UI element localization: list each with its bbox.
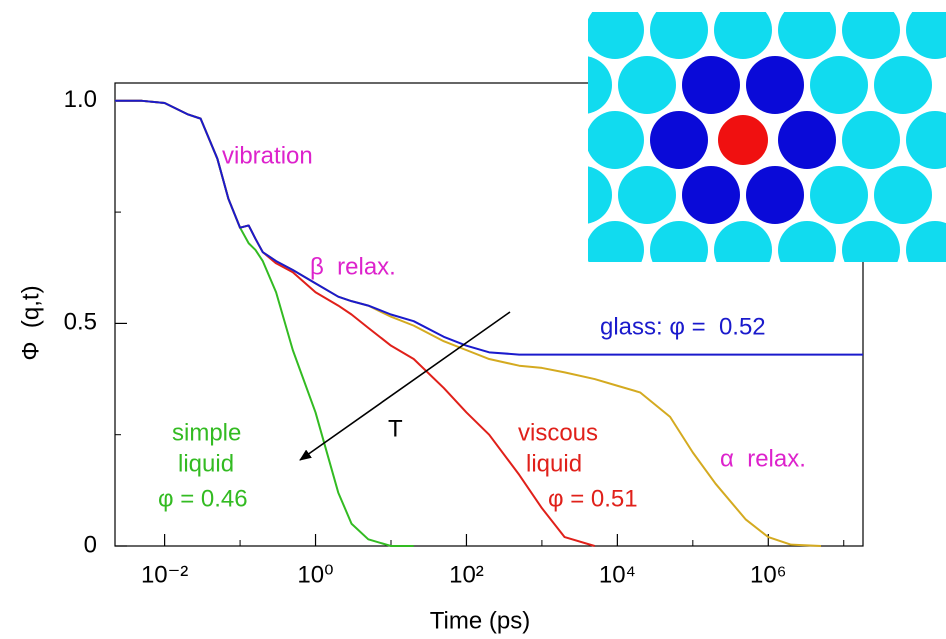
annotation: β relax. — [310, 253, 396, 280]
x-tick-label: 10² — [449, 561, 484, 588]
plot-area: 0 0.5 1.0 10⁻² 10⁰ 10² 10⁴ 10⁶ — [64, 86, 863, 588]
y-tick-label: 1.0 — [64, 86, 97, 113]
annotation: glass: φ = 0.52 — [600, 313, 766, 340]
x-tick-label: 10⁴ — [599, 561, 636, 588]
series-line — [115, 99, 595, 547]
annotation: φ = 0.51 — [548, 485, 638, 512]
y-tick-label: 0 — [84, 531, 97, 558]
y-tick-label: 0.5 — [64, 309, 97, 336]
x-axis-label: Time (ps) — [430, 607, 530, 634]
inset-particles — [588, 12, 946, 262]
annotation: viscous — [518, 419, 598, 446]
x-tick-label: 10⁶ — [750, 561, 787, 588]
x-tick-label: 10⁻² — [141, 561, 188, 588]
annotation: T — [388, 415, 403, 442]
annotation: liquid — [526, 450, 582, 477]
annotation: α relax. — [720, 445, 806, 472]
series-line — [115, 99, 863, 356]
y-axis-label: Φ (q,t) — [17, 285, 44, 360]
plot-frame — [114, 82, 864, 547]
annotation: simple — [172, 419, 241, 446]
annotation: liquid — [178, 450, 234, 477]
annotation: φ = 0.46 — [158, 485, 248, 512]
annotation: vibration — [222, 142, 313, 169]
x-tick-label: 10⁰ — [297, 561, 333, 588]
temperature-arrow — [299, 311, 511, 461]
